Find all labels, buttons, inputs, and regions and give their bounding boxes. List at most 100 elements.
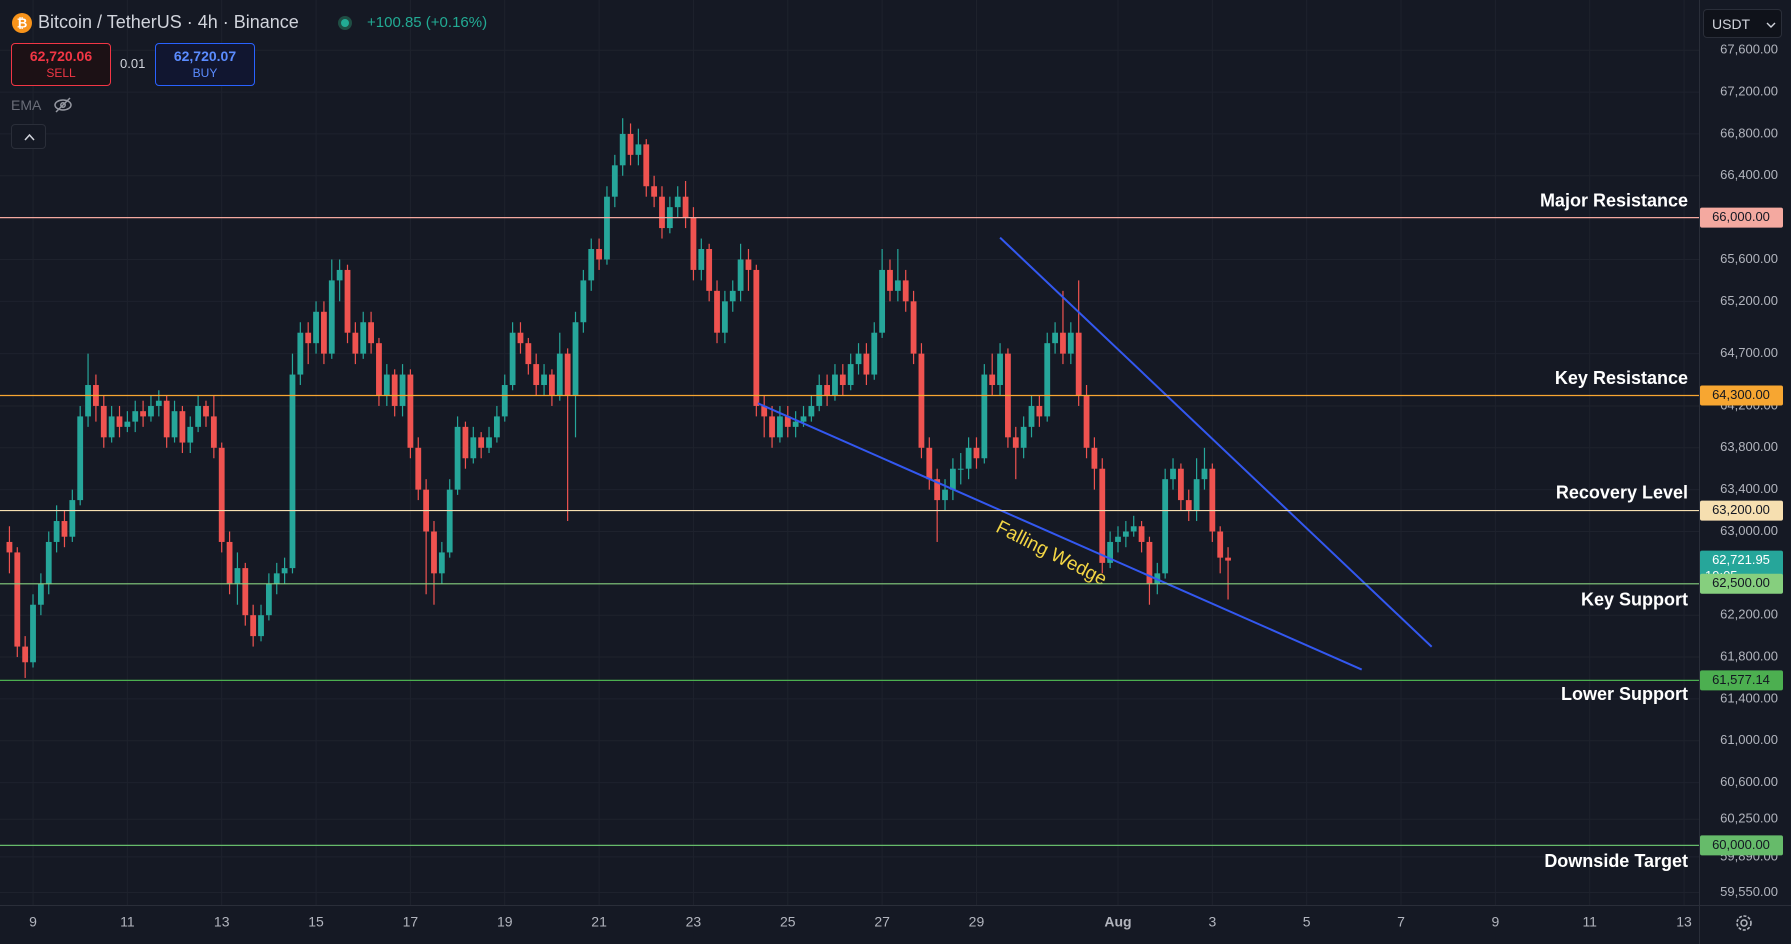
x-tick-label: 25 xyxy=(780,914,796,930)
symbol-title: Bitcoin / TetherUS · 4h · Binance xyxy=(38,12,299,32)
candle-body xyxy=(989,374,996,386)
candle-body xyxy=(501,385,508,417)
candle-body xyxy=(140,411,146,417)
candle-body xyxy=(446,489,453,553)
candle-body xyxy=(1146,541,1153,584)
candle-body xyxy=(714,290,720,333)
candle-body xyxy=(399,374,406,406)
level-price-label: 61,577.14 xyxy=(1712,672,1770,687)
trendline xyxy=(999,236,1433,648)
candle-body xyxy=(706,249,713,291)
candle-body xyxy=(525,343,532,365)
currency-dropdown[interactable]: USDT xyxy=(1703,9,1782,38)
candle-body xyxy=(871,332,878,375)
y-tick-label: 65,200.00 xyxy=(1720,293,1778,308)
candle-body xyxy=(556,353,563,396)
candle-body xyxy=(792,421,799,427)
candle-body xyxy=(910,301,917,354)
candle-body xyxy=(887,269,893,291)
sell-price: 62,720.06 xyxy=(29,48,93,64)
y-tick-label: 60,600.00 xyxy=(1720,774,1778,789)
settings-icon[interactable] xyxy=(1733,912,1755,934)
candle-body xyxy=(1083,395,1090,448)
buy-price: 62,720.07 xyxy=(173,48,237,64)
level-label: Downside Target xyxy=(1544,851,1688,871)
level-label: Lower Support xyxy=(1561,684,1688,704)
sell-label: SELL xyxy=(46,66,76,80)
svg-text:₿: ₿ xyxy=(17,17,28,32)
candle-body xyxy=(918,353,925,448)
y-tick-label: 67,600.00 xyxy=(1720,42,1778,57)
candle-body xyxy=(305,332,312,344)
buy-button[interactable]: 62,720.07 BUY xyxy=(155,43,255,86)
y-tick-label: 64,700.00 xyxy=(1720,345,1778,360)
candle-body xyxy=(879,269,886,333)
candle-body xyxy=(949,468,956,490)
candle-body xyxy=(273,573,280,584)
candle-body xyxy=(997,353,1003,386)
candle-body xyxy=(517,332,524,344)
candle-body xyxy=(1060,332,1066,354)
sell-button[interactable]: 62,720.06 SELL xyxy=(11,43,111,86)
candle-body xyxy=(1193,479,1200,511)
candle-body xyxy=(698,249,705,270)
y-tick-label: 63,400.00 xyxy=(1720,481,1778,496)
candle-body xyxy=(22,646,29,663)
candle-body xyxy=(1020,426,1027,448)
hide-indicator-icon[interactable] xyxy=(52,96,74,114)
trendline xyxy=(757,402,1363,671)
candle-body xyxy=(1162,479,1169,574)
y-tick-label: 67,200.00 xyxy=(1720,84,1778,99)
level-price-badge xyxy=(1700,207,1783,228)
candle-body xyxy=(824,385,830,396)
collapse-button[interactable] xyxy=(11,124,46,149)
candle-body xyxy=(965,447,972,469)
candle-body xyxy=(313,311,319,344)
candle-body xyxy=(902,280,909,302)
level-label: Key Support xyxy=(1581,590,1688,610)
level-label: Key Resistance xyxy=(1555,368,1688,388)
y-tick-label: 66,400.00 xyxy=(1720,167,1778,182)
candle-body xyxy=(391,374,398,406)
candle-body xyxy=(203,405,209,417)
x-tick-label: 27 xyxy=(874,914,890,930)
candle-body xyxy=(30,604,36,663)
candle-body xyxy=(1209,468,1216,532)
candle-body xyxy=(533,364,540,386)
x-tick-label: 15 xyxy=(308,914,324,930)
candle-body xyxy=(588,249,595,281)
candle-body xyxy=(415,447,422,490)
candle-body xyxy=(407,374,414,448)
candle-body xyxy=(509,332,516,386)
candle-body xyxy=(1075,332,1082,396)
level-label: Major Resistance xyxy=(1540,190,1688,210)
candle-body xyxy=(957,468,964,470)
candle-body xyxy=(1170,468,1176,480)
candle-body xyxy=(1036,405,1043,417)
candle-body xyxy=(6,541,13,553)
candle-body xyxy=(973,447,980,459)
bitcoin-icon: ₿ xyxy=(12,13,32,33)
candle-body xyxy=(163,400,170,438)
y-tick-label: 59,550.00 xyxy=(1720,884,1778,899)
x-tick-label: 23 xyxy=(686,914,702,930)
y-tick-label: 61,400.00 xyxy=(1720,690,1778,705)
candle-body xyxy=(376,343,382,396)
x-tick-label: 13 xyxy=(214,914,230,930)
candle-body xyxy=(116,416,123,427)
candle-body xyxy=(604,196,610,260)
x-tick-label: 13 xyxy=(1676,914,1692,930)
level-label: Recovery Level xyxy=(1556,482,1688,502)
caret-icon xyxy=(24,133,35,141)
x-tick-label: Aug xyxy=(1104,914,1131,930)
candle-body xyxy=(1099,468,1106,563)
candle-body xyxy=(934,479,941,501)
status-dot xyxy=(338,16,352,30)
x-tick-label: 3 xyxy=(1208,914,1216,930)
candle-body xyxy=(45,541,52,584)
candle-body xyxy=(179,411,186,443)
candle-body xyxy=(360,322,367,354)
y-tick-label: 63,000.00 xyxy=(1720,523,1778,538)
candle-body xyxy=(187,426,194,443)
